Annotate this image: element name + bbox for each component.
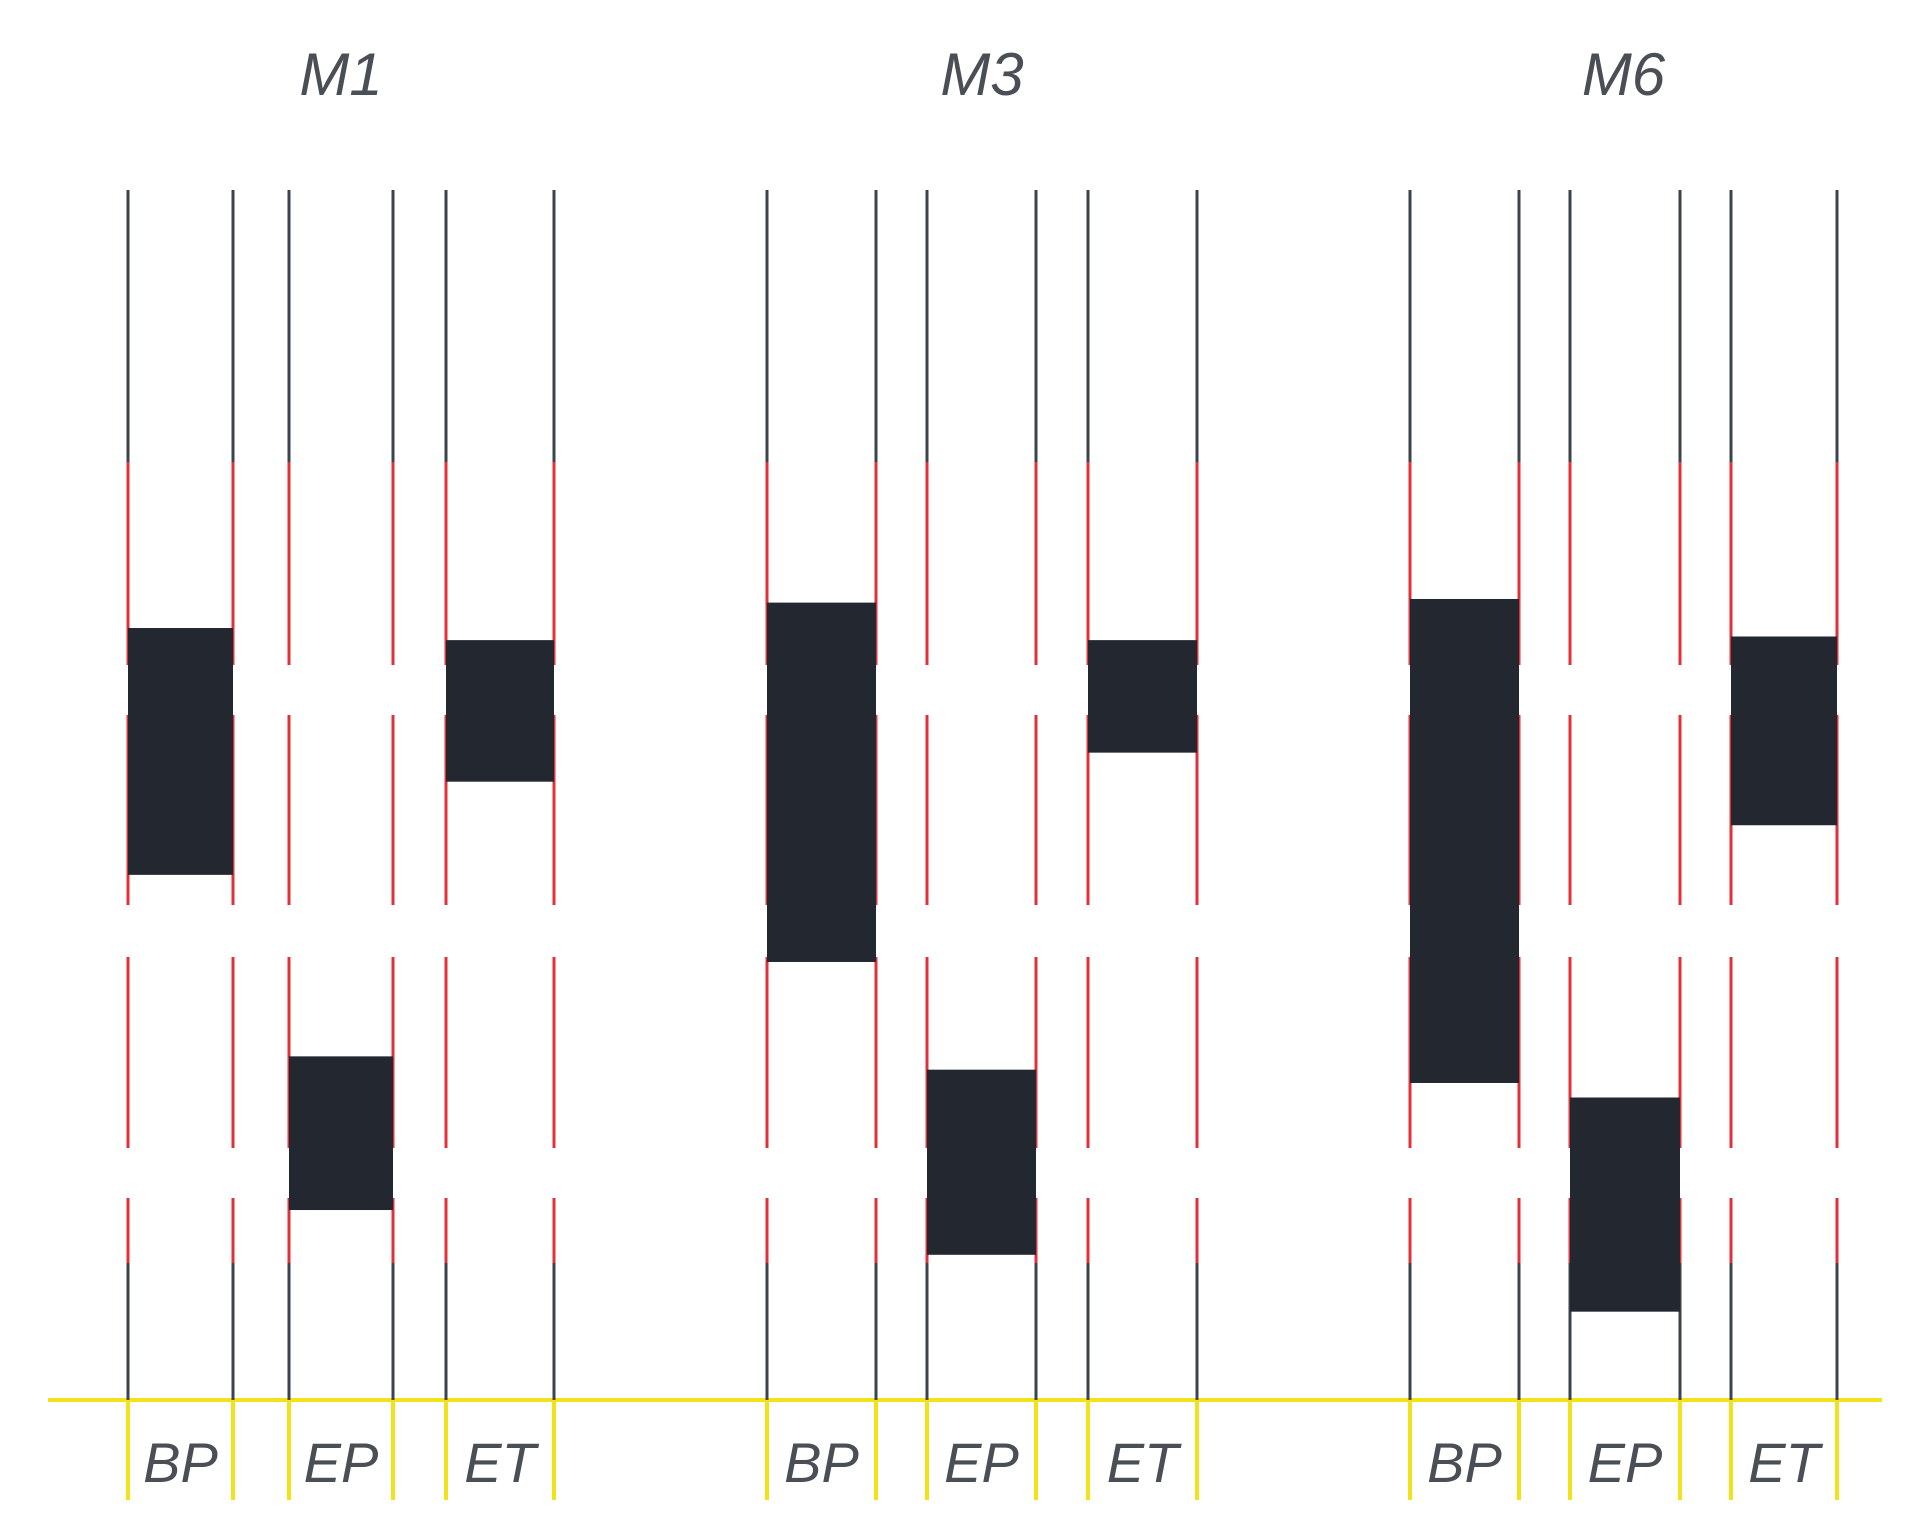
band-block xyxy=(446,640,554,782)
lane-label: ET xyxy=(464,1431,539,1494)
lane-label: EP xyxy=(304,1431,379,1494)
group-title: M6 xyxy=(1582,41,1666,108)
lane-label: BP xyxy=(1427,1431,1502,1494)
lane-label: EP xyxy=(944,1431,1019,1494)
band-block xyxy=(289,1056,393,1211)
group-title: M3 xyxy=(940,41,1023,108)
lane-label: ET xyxy=(1748,1431,1823,1494)
group-title: M1 xyxy=(299,41,382,108)
band-block xyxy=(128,628,233,875)
band-block xyxy=(927,1069,1036,1255)
band-block xyxy=(1570,1097,1680,1312)
band-block xyxy=(1731,636,1837,826)
lane-label: BP xyxy=(143,1431,218,1494)
band-block xyxy=(1088,640,1197,753)
band-block xyxy=(767,602,876,962)
lane-label: BP xyxy=(784,1431,859,1494)
lane-label: ET xyxy=(1107,1431,1182,1494)
band-block xyxy=(1410,598,1519,1083)
lane-label: EP xyxy=(1588,1431,1663,1494)
